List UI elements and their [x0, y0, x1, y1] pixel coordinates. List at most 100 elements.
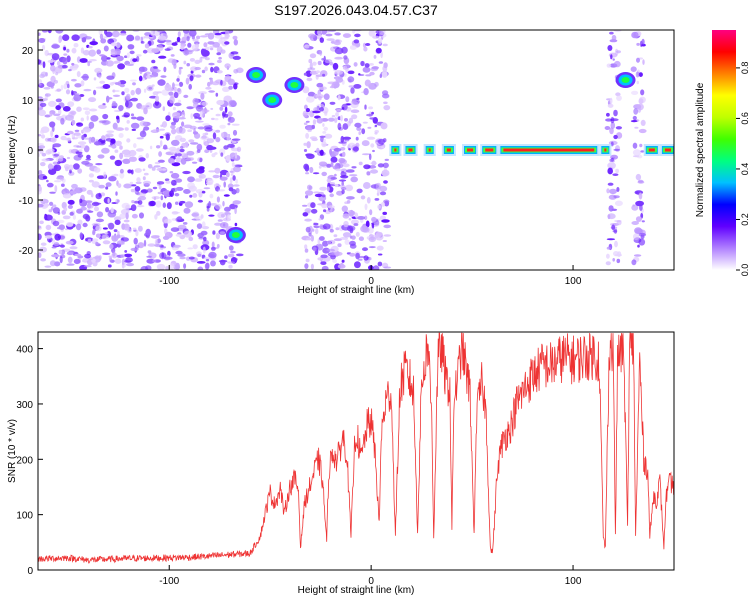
noise-speckle [230, 257, 238, 262]
noise-speckle [185, 157, 194, 161]
noise-speckle [38, 252, 42, 258]
noise-speckle [170, 159, 175, 164]
noise-speckle [374, 132, 378, 135]
noise-speckle [227, 111, 233, 117]
noise-speckle [206, 207, 210, 212]
noise-speckle [640, 119, 646, 126]
noise-speckle [343, 55, 348, 60]
noise-speckle [90, 115, 99, 122]
noise-speckle [156, 181, 165, 185]
noise-speckle [130, 97, 138, 102]
noise-speckle [48, 209, 53, 213]
noise-speckle [637, 244, 640, 248]
noise-speckle [194, 41, 200, 45]
noise-speckle [198, 173, 206, 179]
noise-speckle [157, 35, 167, 41]
noise-speckle [224, 33, 230, 39]
noise-speckle [110, 207, 114, 214]
noise-speckle [305, 120, 310, 123]
noise-speckle [633, 108, 639, 115]
noise-speckle [67, 256, 73, 264]
noise-speckle [138, 225, 143, 232]
noise-speckle [212, 174, 220, 179]
noise-speckle [364, 63, 370, 68]
noise-speckle [95, 241, 99, 246]
noise-speckle [43, 87, 51, 90]
noise-speckle [83, 145, 90, 153]
noise-speckle [80, 144, 86, 149]
noise-speckle [227, 116, 235, 123]
noise-speckle [380, 51, 383, 59]
noise-speckle [170, 95, 174, 99]
noise-speckle [616, 95, 622, 101]
noise-speckle [111, 30, 120, 38]
noise-speckle [236, 253, 244, 257]
noise-speckle [105, 138, 114, 142]
noise-speckle [638, 232, 647, 237]
noise-speckle [119, 168, 124, 174]
noise-speckle [200, 135, 209, 141]
noise-speckle [605, 118, 613, 122]
noise-speckle [635, 216, 642, 223]
noise-speckle [613, 195, 620, 199]
noise-speckle [82, 213, 90, 220]
noise-speckle [231, 123, 240, 126]
noise-speckle [179, 146, 184, 149]
noise-speckle [44, 50, 49, 57]
noise-speckle [42, 30, 49, 33]
noise-speckle [361, 153, 371, 156]
noise-speckle [127, 44, 135, 50]
noise-speckle [50, 137, 57, 143]
noise-speckle [52, 161, 59, 165]
noise-speckle [106, 57, 111, 60]
noise-speckle [135, 181, 142, 185]
noise-speckle [326, 38, 335, 41]
colorbar-tick-label: 0.8 [740, 62, 750, 75]
noise-speckle [369, 169, 379, 174]
noise-speckle [366, 197, 371, 204]
noise-speckle [609, 39, 618, 43]
noise-speckle [227, 122, 231, 126]
noise-speckle [324, 133, 333, 139]
noise-speckle [615, 126, 623, 130]
noise-speckle [93, 141, 102, 146]
noise-speckle [332, 62, 339, 70]
noise-speckle [199, 157, 203, 163]
noise-speckle [321, 194, 326, 198]
noise-speckle [381, 219, 390, 223]
noise-speckle [186, 150, 195, 156]
noise-speckle [92, 238, 99, 242]
colorbar-tick-label: 0.2 [740, 213, 750, 226]
noise-speckle [206, 182, 213, 186]
noise-speckle [639, 143, 643, 148]
noise-speckle [384, 200, 390, 207]
noise-speckle [636, 154, 643, 159]
noise-speckle [132, 82, 136, 86]
noise-speckle [189, 58, 195, 62]
noise-speckle [97, 154, 105, 159]
noise-speckle [227, 78, 235, 86]
noise-speckle [633, 254, 642, 257]
noise-speckle [335, 75, 338, 83]
noise-speckle [642, 59, 645, 65]
noise-speckle [340, 115, 343, 122]
noise-speckle [160, 247, 164, 250]
noise-speckle [163, 66, 167, 73]
noise-speckle [59, 176, 64, 181]
noise-speckle [128, 149, 137, 157]
noise-speckle [68, 164, 74, 171]
noise-speckle [66, 263, 75, 266]
noise-speckle [354, 261, 361, 269]
noise-speckle [62, 193, 72, 199]
noise-speckle [51, 254, 60, 258]
noise-speckle [377, 204, 381, 209]
noise-speckle [329, 101, 336, 105]
noise-speckle [146, 255, 153, 258]
noise-speckle [334, 251, 343, 256]
noise-speckle [112, 250, 116, 257]
noise-speckle [310, 202, 316, 209]
noise-speckle [105, 60, 114, 67]
noise-speckle [167, 58, 175, 63]
noise-speckle [170, 172, 180, 179]
snr-series-line [38, 332, 674, 564]
